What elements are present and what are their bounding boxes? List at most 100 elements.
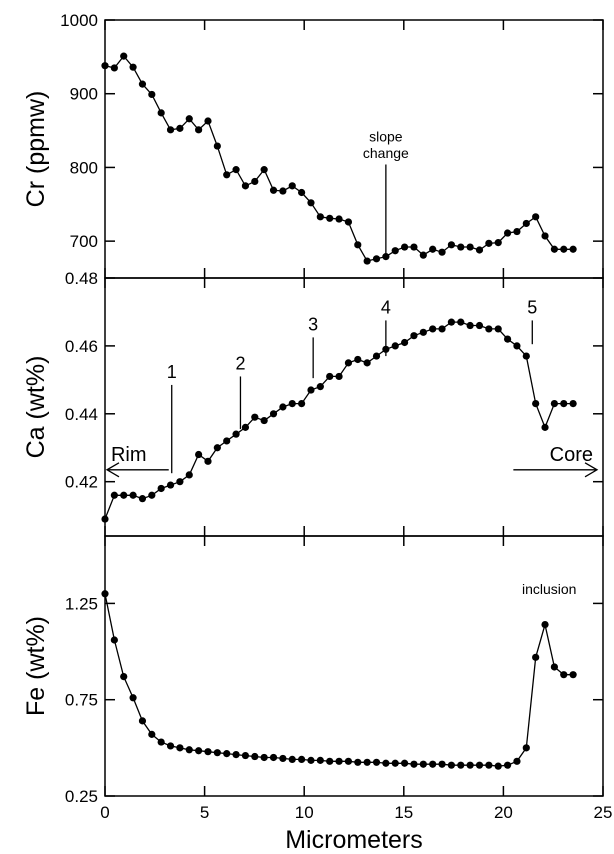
- ca-arrow-label: Rim: [111, 444, 147, 466]
- ca-data-point: [326, 372, 334, 381]
- x-tick-label: 0: [100, 803, 109, 822]
- fe-data-point: [560, 671, 568, 679]
- cr-data-point: [569, 245, 577, 253]
- ca-data-point: [419, 328, 427, 336]
- ca-y-tick-label: 0.46: [65, 337, 98, 356]
- fe-data-point: [532, 653, 540, 661]
- ca-data-point: [560, 400, 568, 408]
- cr-data-point: [176, 124, 184, 132]
- ca-data-point: [391, 342, 399, 350]
- fe-data-point: [241, 751, 250, 760]
- ca-data-point: [241, 423, 250, 431]
- ca-data-point: [176, 478, 184, 486]
- fe-data-point: [232, 750, 240, 759]
- fe-y-axis-title: Fe (wt%): [22, 616, 50, 716]
- fe-data-point: [223, 750, 231, 758]
- fe-data-point: [120, 672, 128, 681]
- ca-arrow-label: Core: [550, 444, 593, 466]
- fe-data-point: [269, 753, 278, 762]
- cr-data-point: [232, 166, 240, 174]
- cr-data-point: [400, 243, 409, 251]
- fe-data-point: [382, 759, 390, 767]
- fe-data-point: [466, 761, 474, 769]
- cr-data-point: [138, 80, 147, 88]
- fe-data-point: [494, 762, 502, 770]
- fe-data-point: [166, 742, 175, 750]
- fe-data-point: [195, 747, 203, 755]
- ca-data-point: [447, 318, 456, 326]
- cr-data-point: [410, 243, 418, 251]
- fe-y-tick-label: 0.75: [65, 691, 98, 710]
- fe-data-point: [475, 761, 484, 769]
- ca-y-tick-label: 0.48: [65, 269, 98, 288]
- ca-data-point: [129, 491, 137, 499]
- x-axis-title: Micrometers: [285, 826, 423, 854]
- fe-data-point: [457, 761, 465, 769]
- cr-data-point: [185, 115, 193, 123]
- ca-data-point: [400, 338, 409, 347]
- ca-data-point: [110, 491, 118, 499]
- ca-arrow-head: [105, 462, 120, 478]
- cr-data-point: [288, 182, 296, 190]
- ca-data-point: [269, 410, 278, 418]
- fe-data-point: [419, 760, 427, 768]
- ca-data-point: [307, 386, 315, 394]
- cr-data-point: [513, 227, 521, 236]
- cr-data-point: [241, 182, 250, 190]
- cr-data-point: [335, 215, 343, 223]
- fe-data-point: [344, 757, 353, 765]
- fe-annotation: inclusion: [522, 581, 576, 597]
- fe-data-point: [503, 761, 512, 769]
- ca-data-point: [148, 491, 156, 499]
- ca-data-point: [251, 413, 259, 421]
- fe-data-point: [541, 620, 549, 629]
- fe-data-point: [260, 753, 268, 762]
- ca-y-tick-label: 0.44: [65, 405, 98, 424]
- ca-data-point: [363, 359, 371, 367]
- cr-data-point: [391, 247, 399, 255]
- cr-data-point: [269, 186, 278, 194]
- cr-data-point: [466, 243, 474, 251]
- ca-data-point: [195, 450, 203, 459]
- ca-data-point: [213, 444, 221, 452]
- cr-data-point: [532, 213, 540, 221]
- ca-data-point: [354, 355, 362, 364]
- ca-data-point: [550, 400, 558, 408]
- fe-data-point: [213, 749, 221, 757]
- fe-data-point: [185, 746, 193, 754]
- ca-data-point: [279, 403, 287, 411]
- ca-y-tick-label: 0.42: [65, 473, 98, 492]
- fe-data-point: [316, 756, 324, 764]
- cr-data-point: [372, 255, 381, 263]
- cr-data-point: [429, 245, 437, 253]
- fe-series-line: [104, 593, 574, 767]
- cr-data-point: [101, 62, 109, 70]
- ca-marker-label: 4: [381, 297, 391, 317]
- cr-data-point: [316, 213, 324, 221]
- fe-data-point: [550, 663, 558, 671]
- ca-marker-label: 1: [167, 362, 177, 382]
- ca-data-point: [185, 471, 193, 479]
- cr-data-point: [485, 239, 493, 247]
- fe-data-point: [438, 760, 446, 768]
- fe-data-point: [148, 730, 156, 738]
- ca-data-point: [223, 437, 231, 445]
- ca-marker-label: 5: [527, 297, 537, 317]
- cr-data-point: [251, 177, 259, 186]
- fe-data-point: [298, 755, 306, 764]
- fe-data-point: [204, 748, 212, 756]
- fe-data-point: [279, 754, 287, 763]
- ca-data-point: [204, 457, 212, 465]
- cr-data-point: [447, 241, 456, 249]
- cr-y-tick-label: 900: [70, 85, 98, 104]
- ca-data-point: [532, 400, 540, 408]
- cr-data-point: [223, 171, 231, 179]
- fe-data-point: [138, 717, 147, 725]
- ca-data-point: [288, 400, 296, 408]
- fe-data-point: [485, 761, 493, 769]
- cr-series-line: [104, 55, 574, 262]
- cr-data-point: [148, 90, 156, 99]
- cr-y-tick-label: 1000: [60, 11, 98, 30]
- cr-data-point: [204, 117, 212, 125]
